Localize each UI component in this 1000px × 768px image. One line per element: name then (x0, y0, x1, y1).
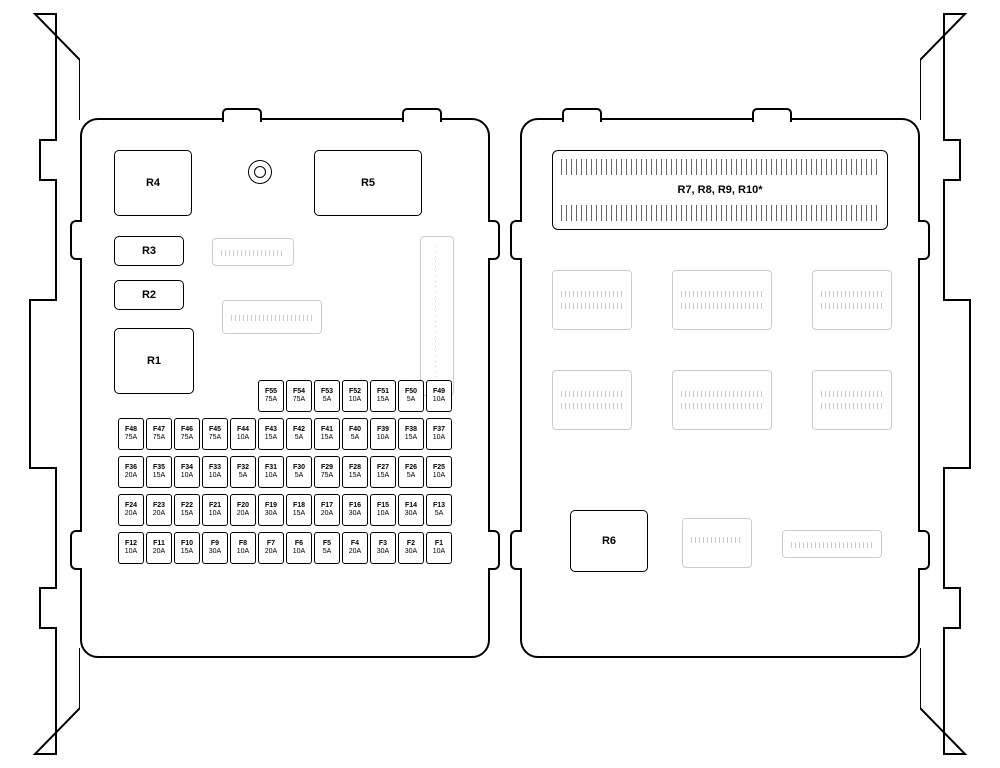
fuse-F43: F4315A (258, 418, 284, 450)
panel-side-tab (918, 530, 930, 570)
fuse-F27: F2715A (370, 456, 396, 488)
fuse-F38: F3815A (398, 418, 424, 450)
fuse-F47: F4775A (146, 418, 172, 450)
fuse-F15: F1510A (370, 494, 396, 526)
fuse-F42: F425A (286, 418, 312, 450)
relay-strip-label: R7, R8, R9, R10* (678, 184, 763, 196)
fuse-F37: F3710A (426, 418, 452, 450)
fuse-F18: F1815A (286, 494, 312, 526)
fuse-F41: F4115A (314, 418, 340, 450)
fuse-F4: F420A (342, 532, 368, 564)
fuse-F40: F405A (342, 418, 368, 450)
fuse-row: F2510AF265AF2715AF2815AF2975AF305AF3110A… (118, 456, 452, 488)
connector-outline-vertical (420, 236, 454, 396)
panel-side-tab (488, 530, 500, 570)
fuse-F49: F4910A (426, 380, 452, 412)
right-bracket (920, 0, 1000, 768)
fuse-F20: F2020A (230, 494, 256, 526)
relay-R4: R4 (114, 150, 192, 216)
fuse-F51: F5115A (370, 380, 396, 412)
fuse-F13: F135A (426, 494, 452, 526)
fuse-F21: F2110A (202, 494, 228, 526)
fuse-F8: F810A (230, 532, 256, 564)
left-bracket (0, 0, 80, 768)
fuse-row: F135AF1430AF1510AF1630AF1720AF1815AF1930… (118, 494, 452, 526)
fuse-F55: F5575A (258, 380, 284, 412)
panel-tab (562, 108, 602, 122)
left-fuse-panel: R4 R5 R3 R2 R1 F4910AF505AF5115AF5210AF5… (80, 118, 490, 658)
fuse-F34: F3410A (174, 456, 200, 488)
connector-outline (812, 370, 892, 430)
connector-outline (672, 370, 772, 430)
fuse-F16: F1630A (342, 494, 368, 526)
screw-icon (248, 160, 272, 184)
fuse-F52: F5210A (342, 380, 368, 412)
panel-tab (752, 108, 792, 122)
panel-side-tab (918, 220, 930, 260)
fuse-F29: F2975A (314, 456, 340, 488)
connector-outline (672, 270, 772, 330)
connector-outline (782, 530, 882, 558)
fuse-F45: F4575A (202, 418, 228, 450)
relay-R5: R5 (314, 150, 422, 216)
fuse-F48: F4875A (118, 418, 144, 450)
fuse-F44: F4410A (230, 418, 256, 450)
right-fuse-panel: R7, R8, R9, R10* (520, 118, 920, 658)
relay-R6: R6 (570, 510, 648, 572)
fuse-F39: F3910A (370, 418, 396, 450)
fuse-F9: F930A (202, 532, 228, 564)
fuse-row: F3710AF3815AF3910AF405AF4115AF425AF4315A… (118, 418, 452, 450)
fuse-F53: F535A (314, 380, 340, 412)
fuse-F23: F2320A (146, 494, 172, 526)
fuse-F30: F305A (286, 456, 312, 488)
fuse-F2: F230A (398, 532, 424, 564)
fuse-row: F4910AF505AF5115AF5210AF535AF5475AF5575A (258, 380, 452, 412)
fuse-F46: F4675A (174, 418, 200, 450)
fuse-F14: F1430A (398, 494, 424, 526)
fuse-F33: F3310A (202, 456, 228, 488)
relay-R1: R1 (114, 328, 194, 394)
fuse-F10: F1015A (174, 532, 200, 564)
fuse-F24: F2420A (118, 494, 144, 526)
fuse-row: F110AF230AF330AF420AF55AF610AF720AF810AF… (118, 532, 452, 564)
relay-R2: R2 (114, 280, 184, 310)
panel-side-tab (488, 220, 500, 260)
fuse-F32: F325A (230, 456, 256, 488)
fuse-F50: F505A (398, 380, 424, 412)
panel-side-tab (70, 530, 82, 570)
fuse-F35: F3515A (146, 456, 172, 488)
relay-R3: R3 (114, 236, 184, 266)
fuse-F19: F1930A (258, 494, 284, 526)
fuse-F3: F330A (370, 532, 396, 564)
relay-strip: R7, R8, R9, R10* (552, 150, 888, 230)
fuse-F11: F1120A (146, 532, 172, 564)
fuse-F26: F265A (398, 456, 424, 488)
fuse-F1: F110A (426, 532, 452, 564)
fuse-F54: F5475A (286, 380, 312, 412)
panel-tab (402, 108, 442, 122)
panel-side-tab (510, 220, 522, 260)
panel-side-tab (510, 530, 522, 570)
fuse-F25: F2510A (426, 456, 452, 488)
connector-outline (682, 518, 752, 568)
fuse-F7: F720A (258, 532, 284, 564)
fuse-F6: F610A (286, 532, 312, 564)
connector-outline (222, 300, 322, 334)
connector-outline (812, 270, 892, 330)
fuse-F17: F1720A (314, 494, 340, 526)
fuse-F22: F2215A (174, 494, 200, 526)
fuse-F31: F3110A (258, 456, 284, 488)
fuse-F36: F3620A (118, 456, 144, 488)
connector-outline (552, 370, 632, 430)
fuse-F28: F2815A (342, 456, 368, 488)
connector-outline (552, 270, 632, 330)
panel-tab (222, 108, 262, 122)
connector-outline (212, 238, 294, 266)
panel-side-tab (70, 220, 82, 260)
fuse-F12: F1210A (118, 532, 144, 564)
fuse-F5: F55A (314, 532, 340, 564)
